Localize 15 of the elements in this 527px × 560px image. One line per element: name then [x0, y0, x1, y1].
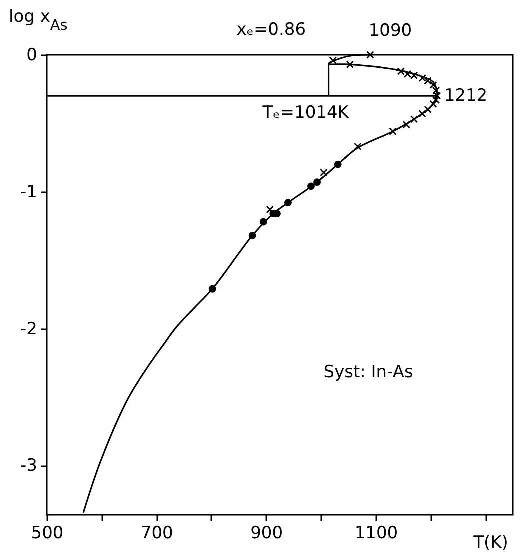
annotation: 1212: [444, 86, 488, 106]
y-tick-label: 0: [26, 46, 38, 66]
y-tick-label: -2: [20, 319, 38, 340]
x-tick-label: 900: [250, 524, 284, 544]
annotation: Tₑ=1014K: [262, 103, 350, 124]
x-tick-label: 1100: [354, 524, 398, 544]
y-tick-label: -1: [20, 182, 38, 202]
y-tick-label: -3: [20, 456, 38, 476]
x-tick-label: 500: [31, 524, 64, 544]
x-axis-title: T(K): [472, 533, 508, 553]
annotation: Syst: In-As: [324, 362, 414, 382]
annotation: 1090: [368, 21, 412, 41]
annotation: xₑ=0.86: [236, 20, 306, 40]
y-axis-title: log x$_{As}$: [9, 7, 68, 34]
x-tick-label: 700: [140, 524, 174, 544]
